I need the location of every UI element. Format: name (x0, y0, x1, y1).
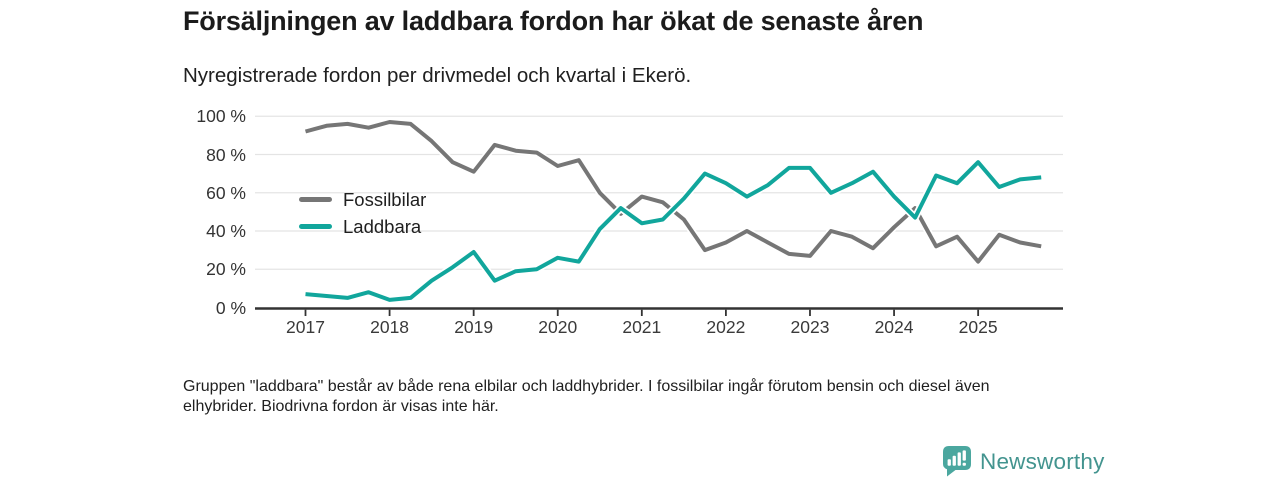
chart-subtitle: Nyregistrerade fordon per drivmedel och … (183, 64, 692, 87)
chart-footnote: Gruppen "laddbara" består av både rena e… (183, 378, 990, 415)
x-tick-label-2023: 2023 (790, 317, 830, 337)
x-tick-label-2022: 2022 (706, 317, 746, 337)
legend-label-laddbara: Laddbara (343, 215, 422, 237)
x-tick-label-2017: 2017 (286, 317, 325, 337)
chart-title: Försäljningen av laddbara fordon har öka… (183, 6, 924, 36)
x-tick-label-2020: 2020 (538, 317, 578, 337)
y-tick-label-60: 60 % (206, 182, 246, 203)
y-tick-label-20: 20 % (206, 259, 246, 280)
laddbara-swatch-icon (299, 224, 332, 229)
x-tick-label-2019: 2019 (454, 317, 494, 337)
x-tick-label-2024: 2024 (874, 317, 914, 337)
chart-legend: Fossilbilar Laddbara (299, 186, 426, 240)
fossilbilar-swatch-icon (299, 197, 332, 202)
laddbara-line (305, 160, 1042, 302)
y-tick-label-0: 0 % (215, 297, 246, 318)
legend-label-fossilbilar: Fossilbilar (343, 188, 427, 210)
newsworthy-branding: Newsworthy (943, 446, 1105, 477)
newsworthy-logo-text: Newsworthy (980, 448, 1105, 474)
x-tick-label-2018: 2018 (370, 317, 410, 337)
legend-item-fossilbilar: Fossilbilar (299, 186, 426, 213)
legend-item-laddbara: Laddbara (299, 213, 426, 240)
y-tick-label-40: 40 % (206, 221, 246, 241)
y-tick-label-100: 100 % (196, 106, 246, 127)
x-tick-label-2021: 2021 (622, 317, 662, 337)
newsworthy-logo-icon (943, 446, 971, 477)
x-tick-label-2025: 2025 (958, 317, 998, 337)
y-tick-label-80: 80 % (206, 144, 246, 165)
